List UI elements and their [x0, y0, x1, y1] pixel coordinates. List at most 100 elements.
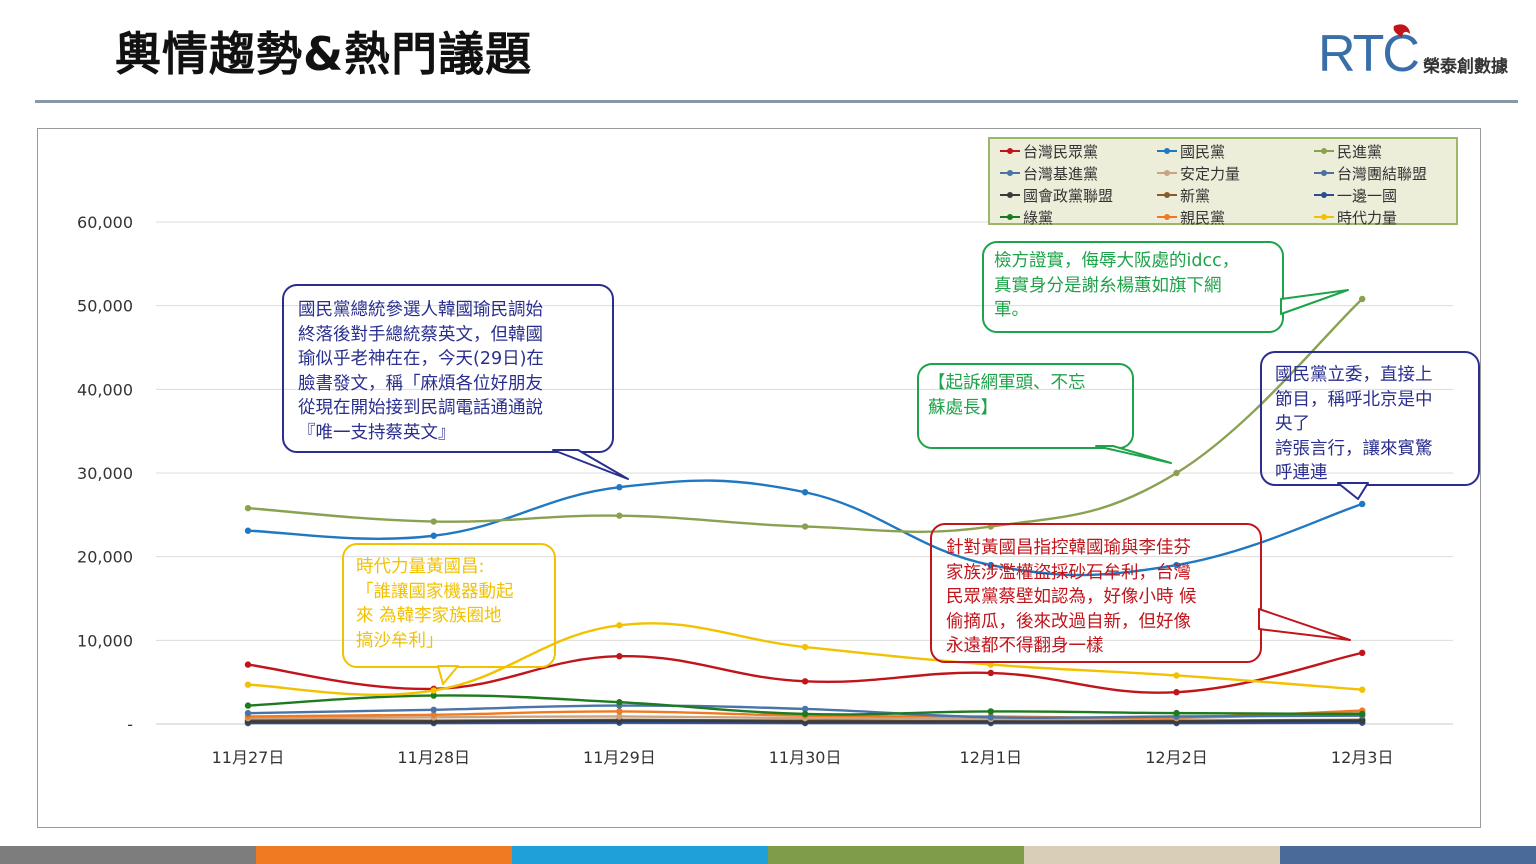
page-title: 輿情趨勢&熱門議題	[115, 27, 533, 81]
y-tick-label: 60,000	[77, 213, 133, 232]
data-point	[1359, 717, 1366, 724]
data-point	[430, 518, 437, 525]
callout-box-prosecutor-pointer	[1280, 289, 1349, 315]
y-tick-label: -	[127, 715, 133, 734]
legend-label: 國民黨	[1180, 142, 1226, 161]
data-point	[987, 669, 994, 677]
footer-color-segment	[0, 846, 256, 864]
callout-box-kmt-legislator-pointer	[1337, 482, 1369, 500]
legend-label: 綠黨	[1023, 208, 1054, 227]
legend-item: 民進黨	[1304, 140, 1460, 162]
footer-color-bar	[0, 846, 1536, 864]
chart-legend: 台灣民眾黨 國民黨 民進黨 台灣基進黨 安定力量 台灣團結聯盟 國會政黨聯盟 新黨 一邊一國 綠黨…	[988, 137, 1460, 228]
data-point	[801, 489, 809, 496]
legend-label: 安定力量	[1180, 164, 1241, 183]
data-point	[244, 709, 252, 717]
footer-color-segment	[1280, 846, 1536, 864]
title-divider	[35, 100, 1518, 103]
legend-swatch	[1000, 148, 1020, 154]
legend-swatch	[1314, 170, 1334, 176]
callout-box-tpp	[930, 523, 1262, 663]
legend-item: 國民黨	[1147, 140, 1304, 162]
data-point	[244, 661, 252, 668]
data-point	[1173, 672, 1180, 679]
y-tick-label: 40,000	[77, 380, 133, 399]
data-point	[801, 710, 809, 718]
y-tick-label: 20,000	[77, 548, 133, 567]
annotation-kmt-candidate: 國民黨總統參選人韓國瑜民調始 終落後對手總統蔡英文，但韓國 瑜似乎老神在在，今天…	[298, 300, 544, 443]
callout-box-kmt-pointer	[552, 449, 629, 480]
data-point	[987, 708, 994, 715]
legend-item: 安定力量	[1147, 162, 1304, 184]
data-point	[801, 643, 809, 651]
legend-swatch	[1157, 214, 1177, 220]
legend-label: 一邊一國	[1337, 186, 1398, 205]
footer-color-segment	[1024, 846, 1280, 864]
legend-item: 綠黨	[990, 206, 1147, 228]
data-point	[430, 706, 437, 713]
annotation-tpp: 針對黃國昌指控韓國瑜與李佳芬 家族涉濫權盜採砂石牟利，台灣 民眾黨蔡壁如認為，好…	[946, 538, 1197, 656]
x-tick-label: 11月27日	[212, 748, 285, 767]
legend-label: 台灣基進黨	[1023, 164, 1099, 183]
data-point	[244, 702, 252, 709]
callout-box-indictment	[917, 363, 1134, 449]
legend-swatch	[1000, 170, 1020, 176]
y-tick-label: 30,000	[77, 464, 133, 483]
data-point	[1359, 295, 1366, 303]
data-point	[1359, 686, 1366, 693]
data-point	[1173, 689, 1180, 696]
legend-item: 台灣團結聯盟	[1304, 162, 1460, 184]
legend-label: 民進黨	[1337, 142, 1383, 161]
legend-swatch	[1314, 148, 1334, 154]
data-point	[430, 687, 437, 694]
data-point	[616, 699, 623, 706]
data-point	[987, 714, 994, 721]
legend-label: 親民黨	[1180, 208, 1226, 227]
legend-swatch	[1000, 214, 1020, 220]
legend-swatch	[1157, 192, 1177, 198]
data-point	[430, 711, 437, 718]
data-point	[244, 504, 252, 512]
data-point	[616, 484, 623, 491]
x-tick-label: 11月30日	[769, 748, 842, 767]
data-point	[1173, 469, 1180, 477]
annotation-indictment: 【起訴網軍頭、不忘 蘇處長】	[928, 373, 1086, 418]
data-point	[430, 692, 437, 699]
callout-box-prosecutor	[982, 241, 1284, 333]
legend-swatch	[1157, 170, 1177, 176]
data-point	[1173, 561, 1180, 569]
logo-letters: RTC	[1318, 25, 1420, 83]
y-tick-label: 10,000	[77, 631, 133, 650]
x-tick-label: 12月1日	[960, 748, 1023, 767]
x-tick-label: 11月29日	[583, 748, 656, 767]
x-tick-label: 12月3日	[1331, 748, 1394, 767]
data-point	[801, 705, 809, 713]
footer-color-segment	[512, 846, 768, 864]
data-point	[430, 532, 437, 539]
data-point	[801, 523, 809, 530]
data-point	[1359, 649, 1366, 657]
legend-swatch	[1314, 192, 1334, 198]
legend-label: 國會政黨聯盟	[1023, 186, 1114, 205]
callout-box-kmt-legislator	[1260, 351, 1480, 486]
legend-label: 時代力量	[1337, 208, 1398, 227]
legend-item: 台灣基進黨	[990, 162, 1147, 184]
annotation-kmt-legislator: 國民黨立委，直接上 節目，稱呼北京是中 央了 誇張言行，讓來賓驚 呼連連	[1275, 365, 1433, 483]
legend-item: 時代力量	[1304, 206, 1460, 228]
annotation-npp: 時代力量黃國昌: 「誰讓國家機器動起 來 為韓李家族圈地 搞沙牟利」	[356, 557, 514, 651]
data-point	[616, 653, 623, 660]
data-point	[801, 678, 809, 685]
footer-color-segment	[256, 846, 512, 864]
data-point	[616, 622, 623, 629]
logo-company-name: 榮泰創數據	[1423, 57, 1508, 77]
footer-color-segment	[768, 846, 1024, 864]
legend-item: 一邊一國	[1304, 184, 1460, 206]
callout-box-tpp-pointer	[1258, 608, 1351, 641]
legend-item: 台灣民眾黨	[990, 140, 1147, 162]
data-point	[1359, 710, 1366, 718]
logo-flame-icon	[1393, 24, 1410, 38]
legend-item: 國會政黨聯盟	[990, 184, 1147, 206]
callout-box-npp-pointer	[437, 665, 459, 685]
legend-swatch	[1000, 192, 1020, 198]
data-point	[616, 713, 623, 720]
